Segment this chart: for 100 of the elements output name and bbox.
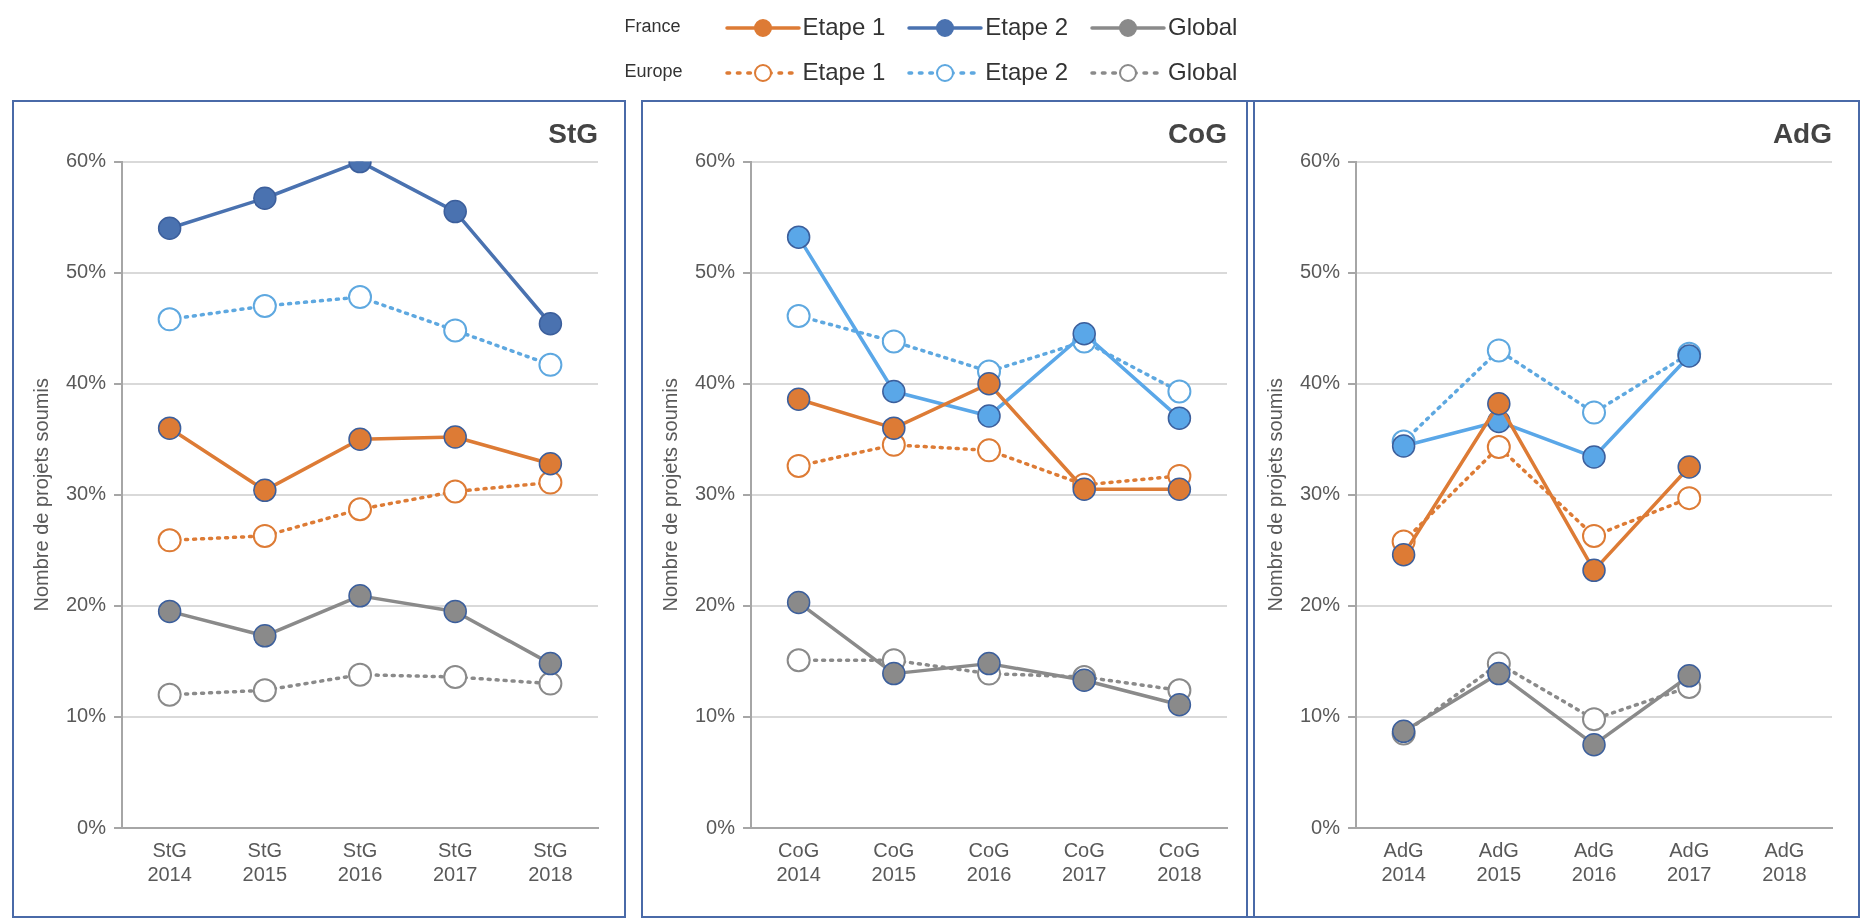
y-tick-label: 0% <box>77 815 107 838</box>
point <box>348 285 373 310</box>
point <box>157 528 182 553</box>
y-tick-label: 10% <box>695 704 736 727</box>
point <box>348 662 373 687</box>
y-axis-title: Nombre de projets soumis <box>29 378 52 612</box>
point <box>1582 558 1606 583</box>
point <box>1072 322 1096 346</box>
y-tick-label: 20% <box>66 593 107 616</box>
point <box>253 186 277 210</box>
point <box>882 379 906 404</box>
point <box>538 470 563 495</box>
y-tick-label: 60% <box>1300 149 1341 172</box>
point <box>1391 543 1416 567</box>
point <box>443 479 468 504</box>
point <box>786 590 811 615</box>
point <box>538 352 563 377</box>
point <box>443 199 467 224</box>
legend-label: Etape 2 <box>985 12 1069 40</box>
point <box>157 216 182 240</box>
point <box>1582 523 1607 548</box>
x-tick-label: AdG 2018 <box>1762 838 1807 885</box>
point <box>977 438 1002 463</box>
y-tick-label: 30% <box>66 482 107 505</box>
x-tick-label: StG 2017 <box>432 838 478 885</box>
legend-label: Etape 2 <box>985 57 1069 85</box>
x-tick-label: StG 2018 <box>528 838 573 885</box>
point <box>348 427 372 452</box>
point <box>1486 338 1511 363</box>
point <box>1487 391 1511 416</box>
point <box>977 651 1001 676</box>
x-tick-label: AdG 2016 <box>1571 838 1617 885</box>
point <box>538 312 563 336</box>
point <box>252 678 277 703</box>
point <box>252 523 277 548</box>
point <box>538 671 563 696</box>
point <box>1582 707 1607 732</box>
point <box>786 303 811 328</box>
point <box>253 624 277 648</box>
point <box>1167 477 1192 501</box>
point <box>977 371 1001 396</box>
point <box>253 478 277 503</box>
x-tick-label: CoG 2015 <box>871 838 917 885</box>
point <box>1582 445 1606 469</box>
point <box>786 648 811 673</box>
point <box>1677 664 1701 688</box>
point <box>1487 661 1511 686</box>
y-tick-label: 40% <box>1300 371 1341 394</box>
point <box>538 451 563 476</box>
point <box>348 497 373 522</box>
point <box>252 293 277 318</box>
chart-title: AdG <box>1772 117 1832 149</box>
x-tick-label: CoG 2017 <box>1061 838 1107 885</box>
point <box>1486 435 1511 460</box>
point <box>157 599 182 624</box>
y-tick-label: 30% <box>695 482 736 505</box>
x-tick-label: AdG 2015 <box>1476 838 1522 885</box>
x-tick-label: CoG 2018 <box>1157 838 1202 885</box>
legend-label: Global <box>1168 12 1238 40</box>
legend-label: Etape 1 <box>802 12 886 40</box>
point <box>1167 379 1192 404</box>
point <box>157 416 182 440</box>
point <box>157 307 182 332</box>
x-tick-label: StG 2014 <box>147 838 192 885</box>
x-tick-label: AdG 2014 <box>1381 838 1426 885</box>
y-axis-title: Nombre de projets soumis <box>1263 378 1286 612</box>
point <box>443 318 468 343</box>
point <box>881 329 906 354</box>
y-tick-label: 10% <box>66 704 107 727</box>
text: Europe <box>623 60 684 83</box>
legend-label: Etape 1 <box>802 57 886 85</box>
y-tick-label: 50% <box>1300 260 1341 283</box>
text: France <box>623 15 682 38</box>
point <box>977 404 1001 428</box>
y-tick-label: 0% <box>706 815 736 838</box>
y-tick-label: 40% <box>695 371 736 394</box>
point <box>538 651 563 676</box>
point <box>1582 732 1606 757</box>
x-tick-label: CoG 2016 <box>966 838 1012 885</box>
point <box>443 599 467 624</box>
chart-title: StG <box>548 117 598 149</box>
point <box>1677 486 1702 511</box>
point <box>157 682 182 707</box>
point <box>348 584 372 608</box>
point <box>882 416 906 440</box>
point <box>1167 692 1192 717</box>
x-tick-label: StG 2016 <box>337 838 383 885</box>
point <box>443 664 468 689</box>
x-tick-label: AdG 2017 <box>1666 838 1712 885</box>
point <box>882 661 906 686</box>
point <box>786 453 811 478</box>
y-tick-label: 50% <box>695 260 736 283</box>
point <box>786 225 811 249</box>
y-tick-label: 20% <box>1300 593 1341 616</box>
y-tick-label: 60% <box>66 149 107 172</box>
y-tick-label: 30% <box>1300 482 1341 505</box>
y-tick-label: 50% <box>66 260 107 283</box>
point <box>1677 455 1701 479</box>
point <box>786 387 811 412</box>
y-tick-label: 60% <box>695 149 736 172</box>
